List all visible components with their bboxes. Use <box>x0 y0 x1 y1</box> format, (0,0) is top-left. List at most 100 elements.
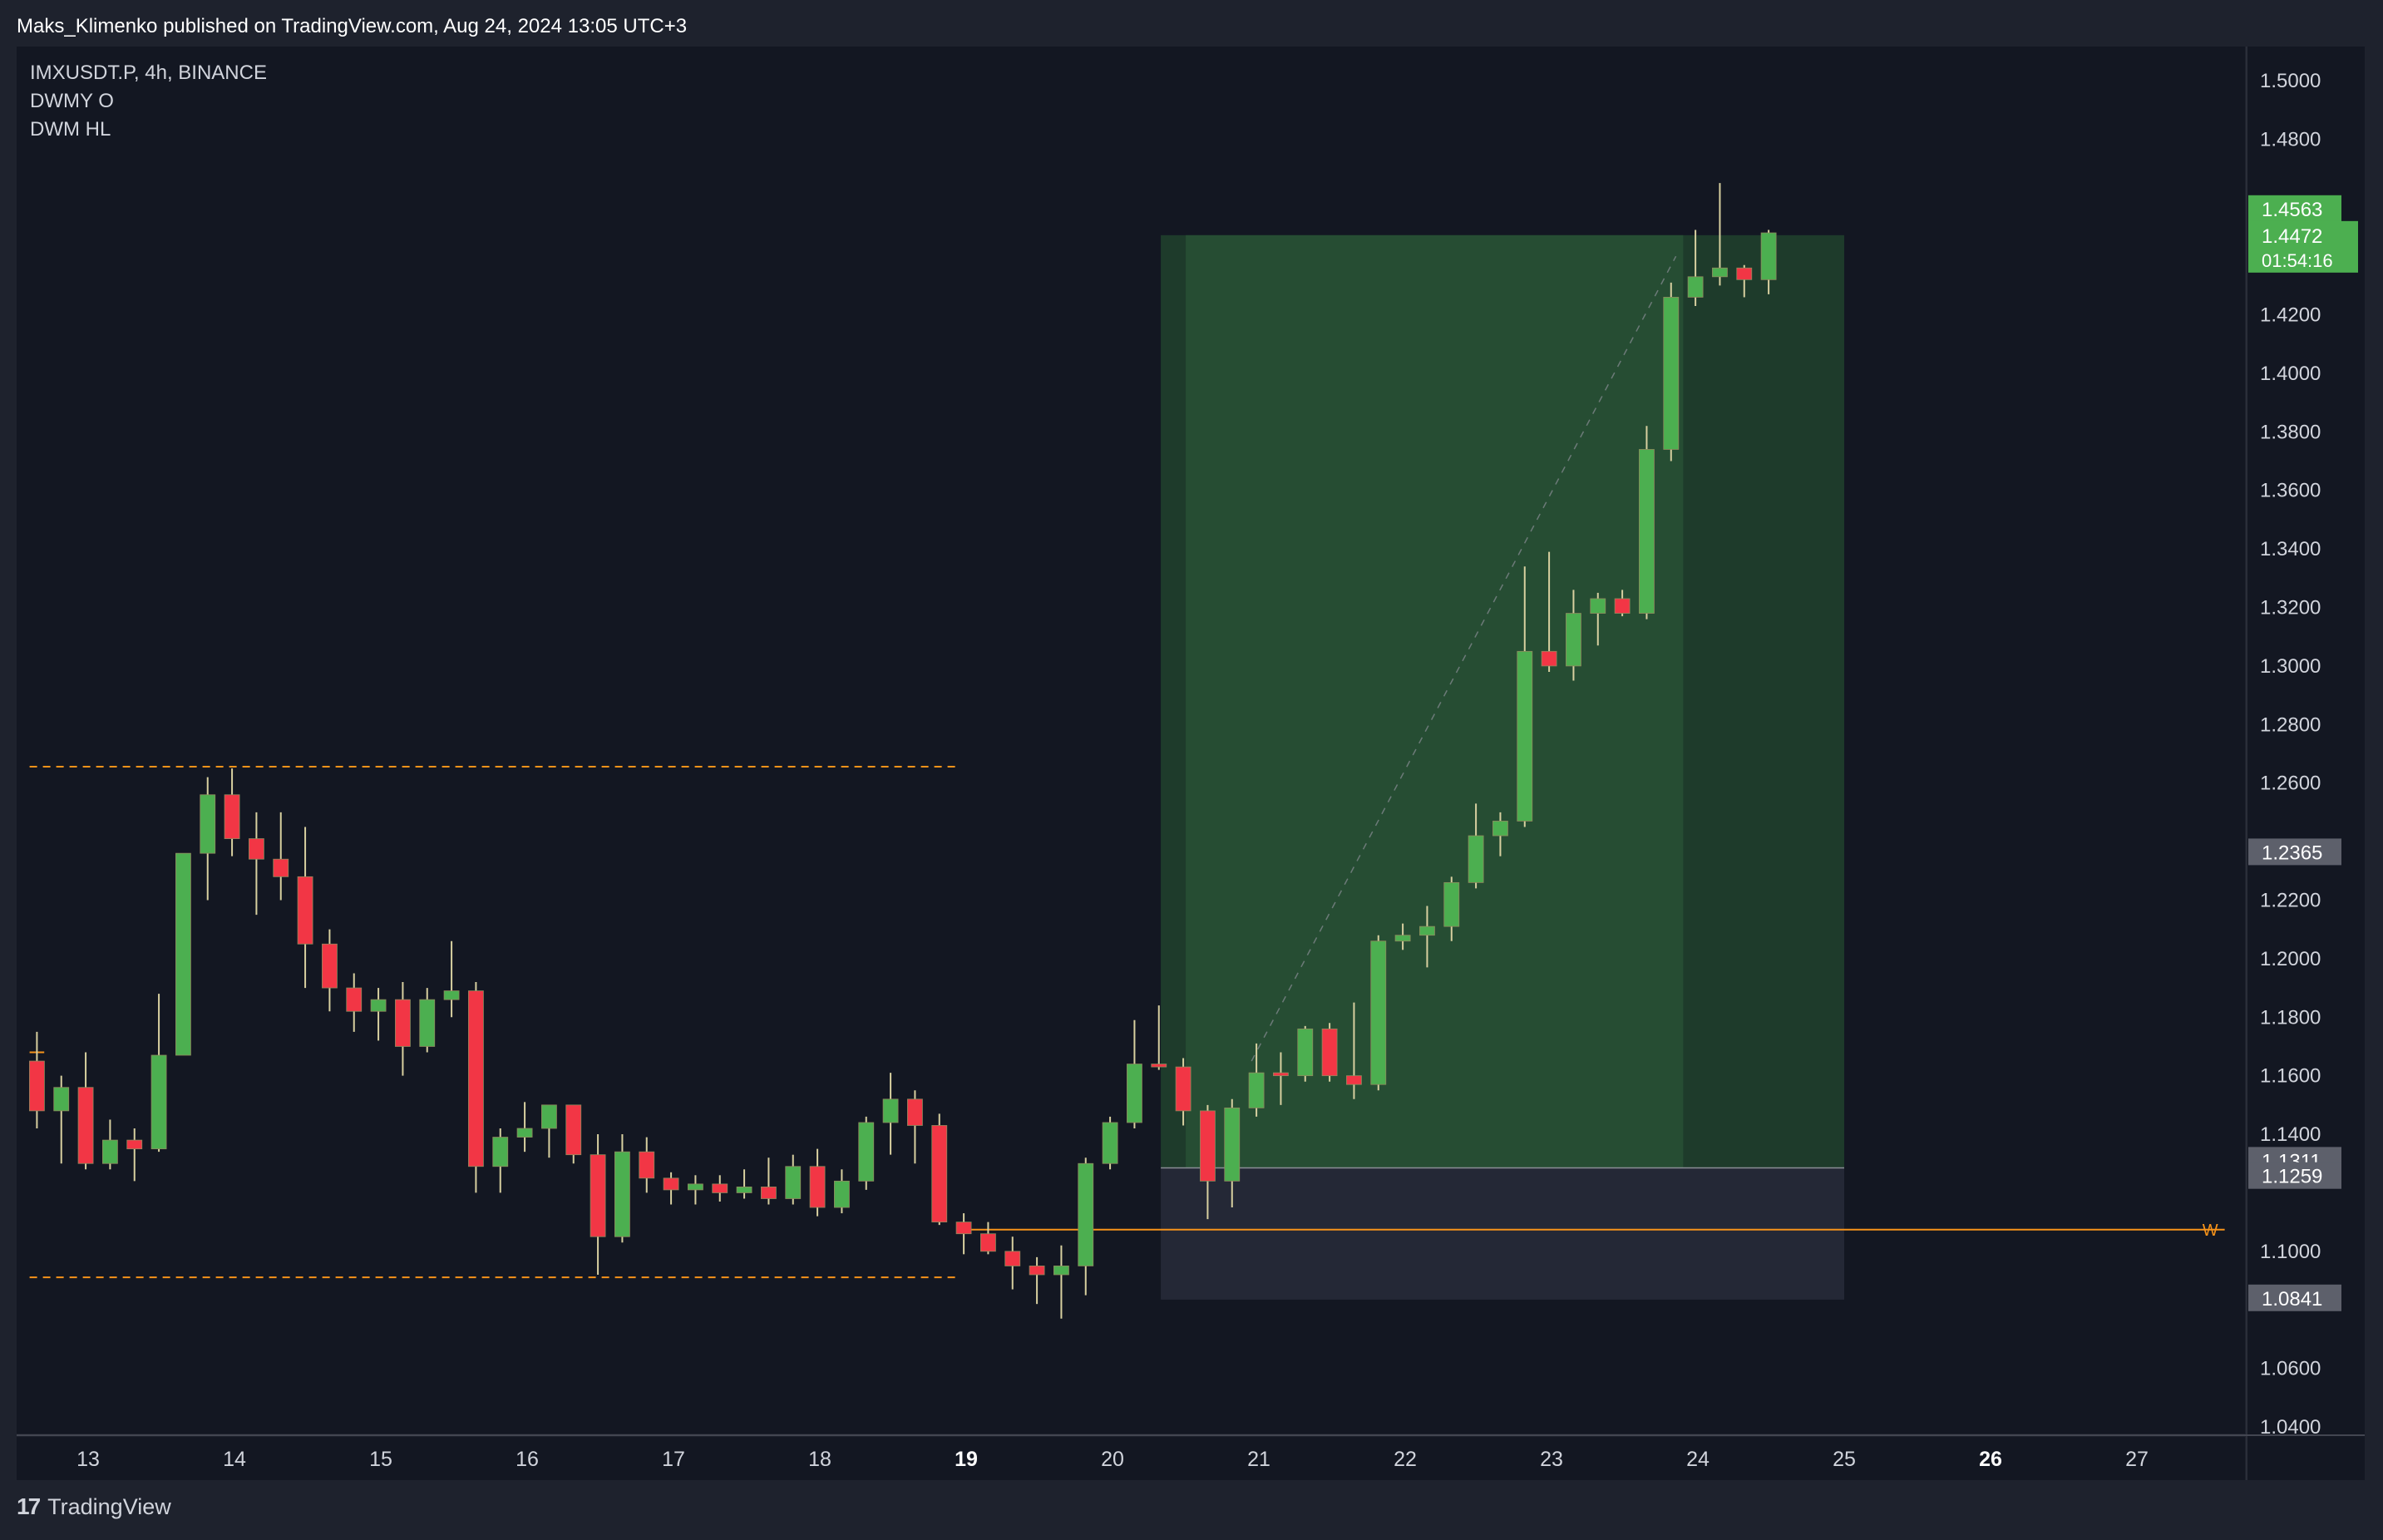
time-tick-label: 15 <box>369 1448 392 1471</box>
candle-body <box>1614 598 1631 614</box>
candle <box>663 1172 679 1205</box>
position-tool[interactable] <box>1161 234 1844 1300</box>
candle-body <box>1029 1266 1045 1276</box>
price-tick-label: 1.2000 <box>2260 948 2321 970</box>
candle-body <box>468 990 484 1167</box>
candle-body <box>614 1151 630 1237</box>
candle-body <box>688 1183 703 1191</box>
candle <box>1517 566 1533 827</box>
candle-body <box>1248 1072 1265 1108</box>
candle <box>1127 1019 1142 1129</box>
candle-body <box>590 1154 606 1237</box>
candle-body <box>1370 940 1387 1085</box>
candle-body <box>955 1222 972 1235</box>
high-label: 1.4563 <box>2248 195 2341 222</box>
candle <box>1394 923 1411 950</box>
candle-body <box>980 1233 996 1252</box>
candle <box>1663 282 1680 462</box>
candle-body <box>175 852 191 1056</box>
price-tick-label: 1.1600 <box>2260 1065 2321 1088</box>
candle <box>1590 592 1606 646</box>
time-tick-label: 22 <box>1394 1448 1417 1471</box>
candle-body <box>931 1125 948 1223</box>
price-tick-label: 1.5000 <box>2260 70 2321 92</box>
stop-label-box <box>2248 1284 2341 1311</box>
candle <box>1004 1236 1021 1290</box>
candle-body <box>150 1054 167 1150</box>
candle-body <box>1175 1066 1192 1112</box>
candle <box>1200 1104 1216 1220</box>
candle-body <box>1078 1162 1094 1266</box>
time-tick-label: 26 <box>1979 1448 2002 1471</box>
candle <box>809 1148 826 1217</box>
time-tick-label: 21 <box>1247 1448 1270 1471</box>
candle <box>492 1128 509 1193</box>
entry-label: 1.1259 <box>2248 1162 2341 1189</box>
candle <box>1760 230 1777 294</box>
candle <box>712 1175 728 1202</box>
candle <box>590 1134 606 1275</box>
time-tick-label: 16 <box>516 1448 539 1471</box>
profit-zone-filled <box>1186 234 1684 1168</box>
price-tick-label: 1.4200 <box>2260 304 2321 327</box>
candle <box>639 1137 655 1193</box>
price-tick-label: 1.3600 <box>2260 480 2321 502</box>
candle <box>1029 1256 1045 1305</box>
candle-body <box>126 1139 143 1150</box>
candle <box>858 1116 875 1190</box>
candle <box>224 768 240 856</box>
candle <box>1712 183 1728 286</box>
time-tick-label: 14 <box>223 1448 246 1471</box>
candle-body <box>297 876 313 945</box>
candle-body <box>200 794 216 854</box>
stop-zone <box>1161 1167 1844 1300</box>
candle <box>1443 876 1460 941</box>
entry-label-text: 1.1259 <box>2262 1166 2322 1188</box>
level-label-weekly-open: W <box>2203 1222 2218 1240</box>
legend-symbol: IMXUSDT.P, 4h, BINANCE <box>30 62 267 84</box>
candle <box>1297 1025 1314 1082</box>
legend-indicator-dwmy: DWMY O <box>30 90 114 112</box>
price-tick-label: 1.3800 <box>2260 421 2321 443</box>
high-label-box <box>2248 195 2341 222</box>
stop-label: 1.0841 <box>2248 1284 2341 1311</box>
time-tick-label: 25 <box>1833 1448 1856 1471</box>
candle-body <box>492 1137 509 1167</box>
high-label-text: 1.4563 <box>2262 199 2322 221</box>
candle <box>1492 812 1508 856</box>
candle-body <box>1492 821 1508 837</box>
candle-body <box>1663 297 1680 450</box>
entry-label-box <box>2248 1162 2341 1189</box>
candle-body <box>1200 1110 1216 1182</box>
last-price-label-text: 1.4472 <box>2262 225 2322 248</box>
candle <box>834 1169 850 1214</box>
candle <box>955 1213 972 1255</box>
legend-indicator-dwm: DWM HL <box>30 118 111 141</box>
candle <box>370 988 387 1041</box>
candle <box>1224 1098 1241 1208</box>
candle-body <box>1102 1122 1118 1164</box>
time-tick-label: 20 <box>1101 1448 1124 1471</box>
price-labels: 1.45631.44811.447201:54:161.23651.13111.… <box>2248 195 2358 1311</box>
candle <box>1346 1002 1362 1099</box>
tradingview-logo[interactable]: 17 TradingView <box>17 1493 171 1520</box>
candle <box>1370 935 1387 1091</box>
candle-body <box>858 1122 875 1182</box>
price-axis[interactable]: 1.5000 1.4800 1.4200 1.4000 1.3800 1.3600 1.34… <box>2260 70 2321 1439</box>
candle-body <box>1443 881 1460 927</box>
price-tick-label: 1.2800 <box>2260 713 2321 736</box>
position-path-line <box>1251 255 1677 1062</box>
candle <box>468 982 484 1193</box>
candle-body <box>1224 1107 1241 1182</box>
candle-body <box>663 1177 679 1191</box>
candle-body <box>29 1060 45 1112</box>
candle <box>1151 1005 1167 1070</box>
candle <box>1175 1058 1192 1126</box>
candle <box>1053 1245 1069 1319</box>
time-axis[interactable]: 13 14 15 16 17 18 19 20 21 22 23 24 25 26 27 <box>76 1448 2149 1471</box>
candle <box>102 1119 118 1170</box>
candle-body <box>1394 935 1411 942</box>
candle <box>931 1113 948 1226</box>
dwm-label-box <box>2248 838 2341 866</box>
